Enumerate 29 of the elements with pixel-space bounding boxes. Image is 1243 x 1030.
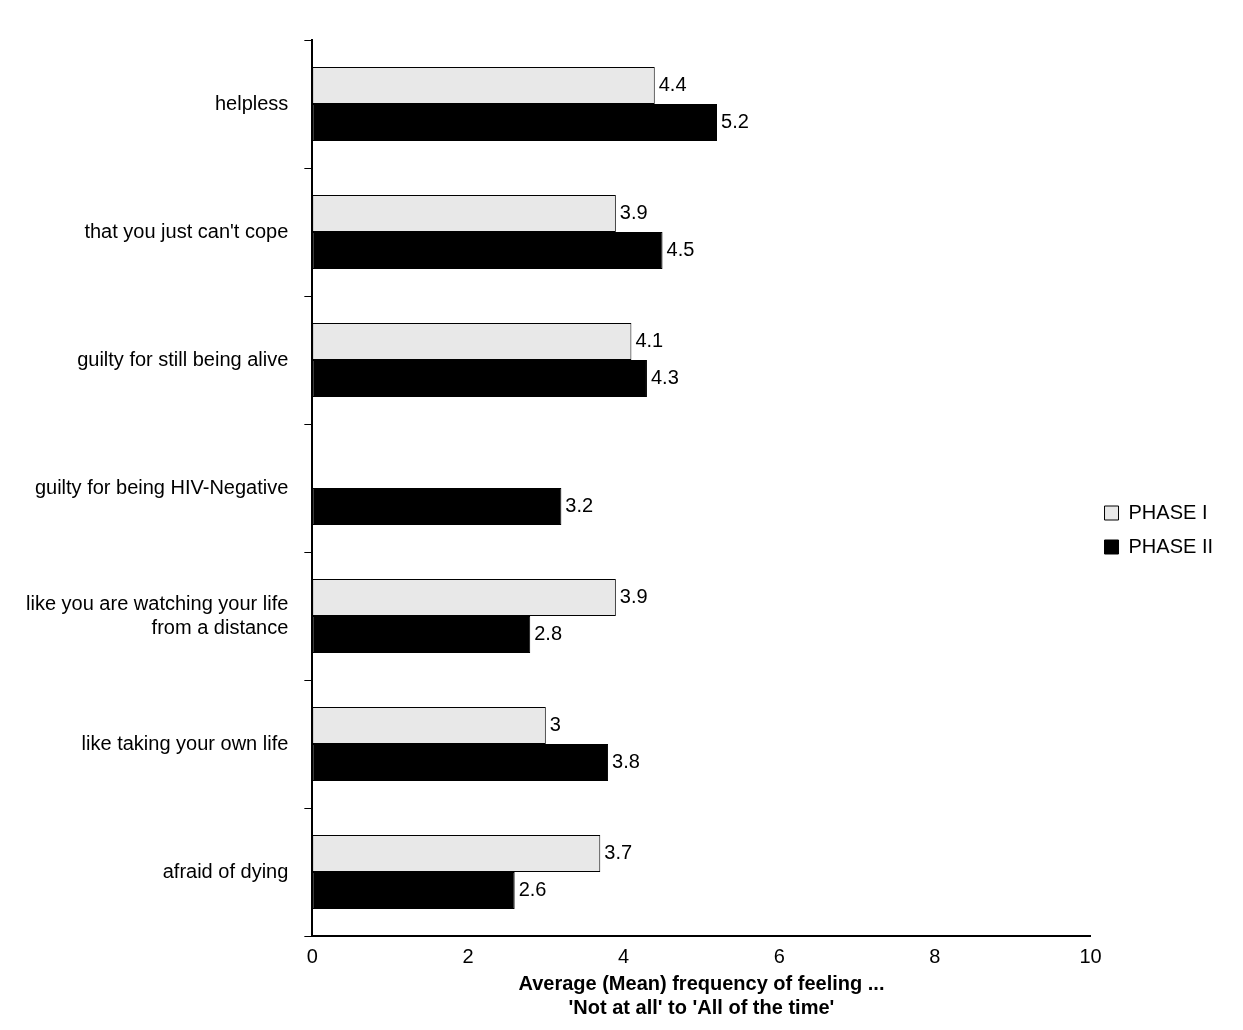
y-tick-label: helpless [214,91,289,114]
legend-label: PHASE I [1128,500,1208,523]
x-tick-label: 10 [1079,944,1102,967]
legend-label: PHASE II [1128,534,1214,557]
y-tick-label: guilty for being HIV-Negative [34,475,289,498]
y-tick-label: afraid of dying [162,859,289,882]
data-label: 2.8 [534,622,563,645]
data-label: 3.9 [619,200,648,223]
data-label: 5.2 [721,110,749,133]
data-label: 2.6 [518,878,547,901]
x-tick-label: 2 [462,944,474,967]
y-tick-label: that you just can't cope [84,219,289,242]
data-label: 4.3 [650,366,679,389]
y-tick-label: like taking your own life [81,731,289,754]
x-tick-label: 0 [306,944,318,967]
data-label: 3.2 [565,494,594,517]
x-tick-label: 4 [618,944,630,967]
data-label: 4.4 [658,72,687,95]
data-label: 3.8 [612,750,640,773]
y-tick-label: like you are watching your life from a distance [25,591,289,638]
data-label: 3 [549,712,561,735]
data-label: 4.1 [635,328,664,351]
data-label: 4.5 [666,238,695,261]
data-label: 3.7 [604,840,633,863]
x-axis-title: Average (Mean) frequency of feeling ... 'Not at all' to 'All of the time' [518,971,885,1018]
y-tick-label: guilty for still being alive [77,347,289,370]
x-tick-label: 8 [929,944,941,967]
x-tick-label: 6 [773,944,785,967]
data-label: 3.9 [619,584,648,607]
